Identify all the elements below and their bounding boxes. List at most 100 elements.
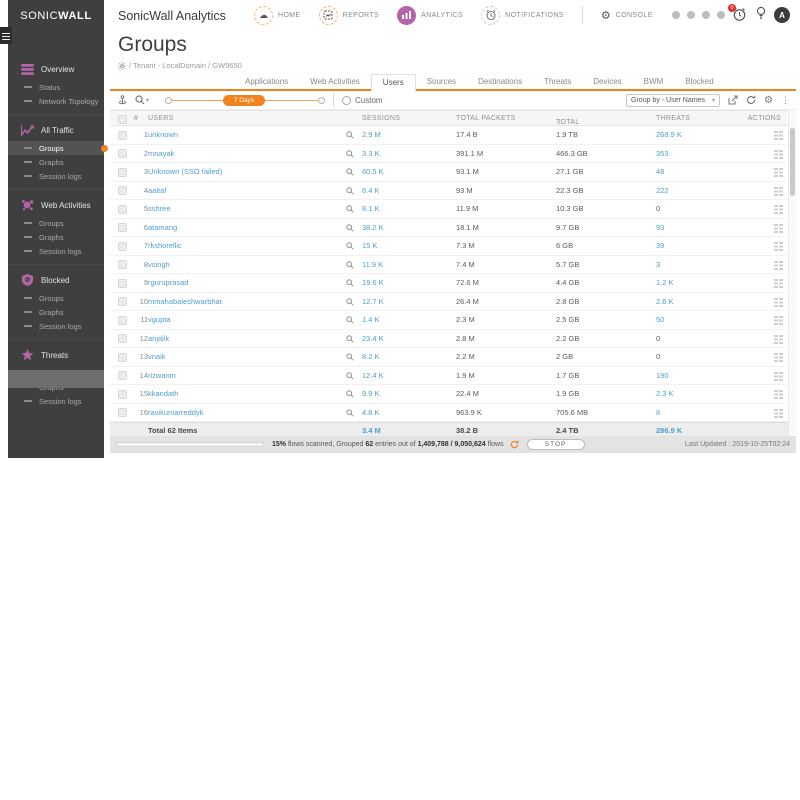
capture-icon[interactable] — [118, 94, 127, 106]
row-checkbox[interactable] — [118, 408, 127, 417]
sessions-value[interactable]: 19.6 K — [362, 278, 384, 287]
user-link[interactable]: vgupta — [148, 315, 171, 324]
threats-value[interactable]: 268.9 K — [656, 130, 682, 139]
sidebar-item-all-traffic-session-logs[interactable]: Session logs — [8, 169, 104, 183]
sidebar-item-web-activities-session-logs[interactable]: Session logs — [8, 244, 104, 258]
scrollbar-thumb[interactable] — [790, 128, 795, 196]
sidebar-item-threats[interactable]: Threats — [8, 344, 104, 366]
search-sessions-icon[interactable] — [346, 297, 354, 308]
row-actions-icon[interactable] — [774, 279, 783, 290]
search-sessions-icon[interactable] — [346, 149, 354, 160]
nav-item-reports[interactable]: REPORTS — [318, 5, 380, 25]
sidebar-item-blocked-graphs[interactable]: Graphs — [8, 305, 104, 319]
sidebar-collapse-toggle[interactable] — [0, 27, 12, 44]
threats-value[interactable]: 8 — [656, 407, 661, 417]
threats-value[interactable]: 1.2 K — [656, 278, 674, 287]
nav-item-console[interactable]: ⚙ CONSOLE — [601, 6, 653, 24]
user-link[interactable]: sshree — [148, 204, 171, 213]
user-link[interactable]: atamang — [148, 222, 178, 232]
tab-devices[interactable]: Devices — [593, 77, 622, 86]
user-link[interactable]: Unknown (SSO failed) — [148, 167, 223, 176]
sessions-value[interactable]: 8.2 K — [362, 352, 380, 361]
row-checkbox[interactable] — [118, 297, 127, 306]
sidebar-item-blocked-groups[interactable]: Groups — [8, 291, 104, 305]
sidebar-item-all-traffic-graphs[interactable]: Graphs — [8, 155, 104, 169]
search-sessions-icon[interactable] — [346, 242, 354, 252]
sidebar-item-overview[interactable]: Overview — [8, 58, 104, 80]
caret-down-icon[interactable]: ▾ — [146, 97, 150, 104]
status-dot[interactable] — [687, 11, 695, 19]
sessions-value[interactable]: 12.4 K — [362, 370, 384, 380]
col-sessions[interactable]: SESSIONS — [362, 115, 401, 122]
row-checkbox[interactable] — [118, 149, 127, 158]
col-users[interactable]: USERS — [148, 115, 174, 122]
tab-destinations[interactable]: Destinations — [478, 77, 523, 86]
search-sessions-icon[interactable] — [346, 205, 354, 215]
search-sessions-icon[interactable] — [346, 223, 354, 234]
user-link[interactable]: mmahabaleshwarbhat — [148, 296, 222, 306]
table-scrollbar[interactable] — [788, 110, 796, 436]
col-threats[interactable]: THREATS — [656, 115, 691, 122]
status-dot[interactable] — [672, 11, 680, 19]
sessions-value[interactable]: 3.3 K — [362, 148, 380, 158]
status-dot[interactable] — [717, 11, 725, 19]
custom-range-radio[interactable] — [342, 95, 352, 105]
row-checkbox[interactable] — [118, 389, 127, 399]
status-dot[interactable] — [702, 11, 710, 19]
threats-value[interactable]: 2.3 K — [656, 389, 674, 398]
row-actions-icon[interactable] — [774, 297, 783, 309]
search-sessions-icon[interactable] — [346, 371, 354, 382]
time-range-pill[interactable]: 7 Days — [223, 94, 266, 106]
row-checkbox[interactable] — [118, 204, 127, 214]
sidebar-item-all-traffic-groups[interactable]: Groups — [8, 141, 108, 155]
sync-icon[interactable] — [510, 440, 519, 449]
user-link[interactable]: kkandath — [148, 389, 179, 398]
row-actions-icon[interactable] — [774, 316, 783, 327]
stop-button[interactable]: STOP — [526, 439, 585, 450]
row-checkbox[interactable] — [118, 260, 127, 269]
sidebar-item-web-activities-groups[interactable]: Groups — [8, 216, 104, 230]
user-link[interactable]: unknown — [148, 130, 179, 139]
row-checkbox[interactable] — [118, 167, 127, 177]
tab-threats[interactable]: Threats — [544, 77, 572, 86]
threats-value[interactable]: 48 — [656, 167, 665, 176]
sessions-value[interactable]: 2.9 M — [362, 130, 381, 139]
user-link[interactable]: ravikumarreddyk — [148, 407, 204, 417]
slider-knob-start[interactable] — [165, 96, 173, 104]
breadcrumb-path[interactable]: / Tenant - LocalDomain / GW9650 — [129, 61, 242, 70]
select-all-checkbox[interactable] — [118, 114, 127, 124]
tips-bulb-icon[interactable] — [755, 6, 767, 25]
tab-users[interactable]: Users — [370, 74, 416, 92]
sessions-value[interactable]: 15 K — [362, 241, 378, 250]
export-icon[interactable] — [728, 95, 738, 105]
tab-blocked[interactable]: Blocked — [685, 77, 714, 86]
refresh-icon[interactable] — [746, 95, 756, 105]
user-link[interactable]: rkshorellic — [148, 241, 182, 250]
slider-knob-end[interactable] — [318, 96, 326, 104]
row-actions-icon[interactable] — [774, 334, 783, 346]
sidebar-item-web-activities[interactable]: Web Activities — [8, 194, 104, 216]
user-link[interactable]: anjalik — [148, 333, 170, 343]
row-checkbox[interactable] — [118, 352, 127, 362]
sidebar-item-overview-status[interactable]: Status — [8, 80, 104, 94]
scheduled-reports-icon[interactable]: 0 — [728, 4, 748, 23]
sessions-value[interactable]: 1.4 K — [362, 315, 380, 324]
tab-applications[interactable]: Applications — [245, 77, 289, 86]
row-checkbox[interactable] — [118, 223, 127, 232]
sidebar-item-all-traffic[interactable]: All Traffic — [8, 119, 104, 141]
sessions-value[interactable]: 8.1 K — [362, 204, 380, 213]
row-actions-icon[interactable] — [774, 353, 783, 364]
threats-value[interactable]: 3 — [656, 259, 661, 269]
user-link[interactable]: vnaik — [148, 352, 166, 361]
sidebar-item-blocked[interactable]: Blocked — [8, 269, 104, 291]
nav-item-notifications[interactable]: NOTIFICATIONS — [481, 5, 564, 25]
search-sessions-icon[interactable] — [346, 353, 354, 363]
sessions-value[interactable]: 11.9 K — [362, 259, 384, 269]
tab-bwm[interactable]: BWM — [643, 77, 664, 86]
nav-item-home[interactable]: ☁ HOME — [254, 5, 301, 25]
row-checkbox[interactable] — [118, 315, 127, 325]
row-actions-icon[interactable] — [774, 390, 783, 401]
threats-value[interactable]: 93 — [656, 222, 665, 232]
col-num[interactable]: # — [134, 115, 139, 122]
row-checkbox[interactable] — [118, 371, 127, 380]
